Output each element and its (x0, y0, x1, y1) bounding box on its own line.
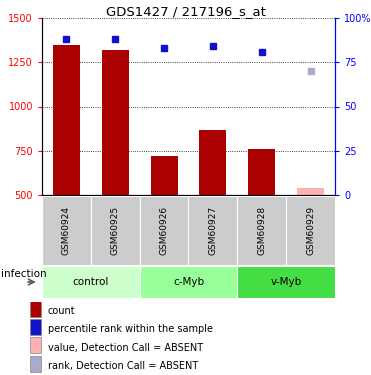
Bar (30, 319, 41, 335)
Text: infection: infection (1, 269, 46, 279)
Text: c-Myb: c-Myb (173, 277, 204, 287)
Text: control: control (73, 277, 109, 287)
Bar (30, 338, 41, 354)
Text: count: count (47, 306, 75, 316)
Bar (237, 266, 335, 298)
Text: GSM60929: GSM60929 (306, 206, 315, 255)
Bar (42, 196, 91, 265)
Bar (139, 266, 237, 298)
Bar (286, 196, 335, 265)
Bar (30, 301, 41, 317)
Bar (42, 266, 139, 298)
Bar (151, 156, 177, 195)
Text: rank, Detection Call = ABSENT: rank, Detection Call = ABSENT (47, 361, 198, 371)
Bar (188, 196, 237, 265)
Text: GSM60925: GSM60925 (111, 206, 120, 255)
Bar (297, 188, 324, 195)
Bar (30, 356, 41, 372)
Text: v-Myb: v-Myb (270, 277, 302, 287)
Bar (237, 196, 286, 265)
Text: GSM60927: GSM60927 (209, 206, 217, 255)
Text: GDS1427 / 217196_s_at: GDS1427 / 217196_s_at (106, 5, 265, 18)
Text: GSM60928: GSM60928 (257, 206, 266, 255)
Bar (53, 45, 80, 195)
Text: percentile rank within the sample: percentile rank within the sample (47, 324, 213, 334)
Bar (91, 196, 139, 265)
Text: GSM60924: GSM60924 (62, 206, 71, 255)
Bar (248, 149, 275, 195)
Bar (200, 129, 226, 195)
Bar (102, 50, 129, 195)
Bar (139, 196, 188, 265)
Text: GSM60926: GSM60926 (160, 206, 168, 255)
Text: value, Detection Call = ABSENT: value, Detection Call = ABSENT (47, 343, 203, 352)
